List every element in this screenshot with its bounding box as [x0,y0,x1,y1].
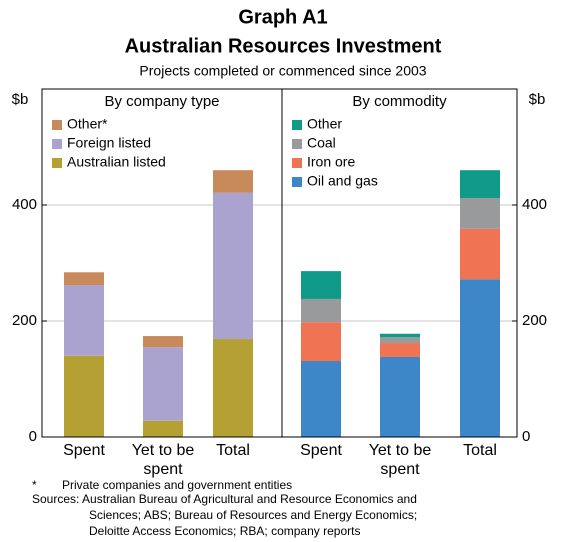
sources: Deloitte Access Economics; RBA; company … [89,524,360,538]
y-unit: $b [12,91,29,108]
legend-swatch [292,139,302,149]
bar-segment [143,336,183,348]
bar-segment [64,355,104,437]
y-tick-label: 0 [29,428,37,445]
footnote-text: Private companies and government entitie… [62,478,292,492]
chart-subtitle: Australian Resources Investment [125,35,442,57]
footnote-marker: * [32,478,37,492]
legend-label: Foreign listed [67,135,151,151]
y-tick-label: 0 [522,428,530,445]
legend-label: Iron ore [307,154,355,170]
bar-segment [380,337,420,344]
legend-swatch [292,177,302,187]
legend-swatch [52,158,62,168]
x-tick-label: Spent [63,442,105,459]
bar-segment [213,170,253,193]
legend-label: Other [307,116,342,132]
bar-segment [460,198,500,229]
y-unit: $b [529,91,546,108]
bar-segment [301,271,341,299]
bar-segment [213,192,253,339]
bar-segment [301,322,341,362]
bar-segment [460,170,500,199]
bar-segment [213,338,253,437]
bar-segment [143,347,183,421]
legend-label: Coal [307,135,336,151]
bar-segment [380,333,420,338]
sources: Sciences; ABS; Bureau of Resources and E… [89,508,417,522]
y-tick-label: 400 [12,196,37,213]
bar-segment [143,420,183,437]
bar-segment [64,285,104,356]
x-tick-label: Yet to be spent [368,442,432,478]
chart-note: Projects completed or commenced since 20… [139,63,426,79]
legend-label: Other* [67,116,108,132]
x-tick-label: Total [463,442,497,459]
bar-segment [460,279,500,437]
y-tick-label: 200 [522,312,547,329]
bar-segment [64,272,104,286]
x-tick-label: Yet to be spent [131,442,195,478]
bar-segment [380,343,420,357]
legend-swatch [292,158,302,168]
bar-segment [301,361,341,437]
plot-frame [41,88,518,438]
panel-title: By company type [104,93,219,110]
bar-segment [301,298,341,323]
legend-swatch [292,120,302,130]
chart-title: Graph A1 [238,6,327,28]
x-tick-label: Spent [300,442,342,459]
sources: Sources: Australian Bureau of Agricultur… [32,492,417,506]
y-tick-label: 200 [12,312,37,329]
bar-segment [460,228,500,280]
legend-label: Oil and gas [307,173,378,189]
y-tick-label: 400 [522,196,547,213]
bar-segment [380,356,420,437]
legend-swatch [52,120,62,130]
legend-swatch [52,139,62,149]
panel-title: By commodity [352,93,447,110]
legend-label: Australian listed [67,154,166,170]
x-tick-label: Total [216,442,250,459]
